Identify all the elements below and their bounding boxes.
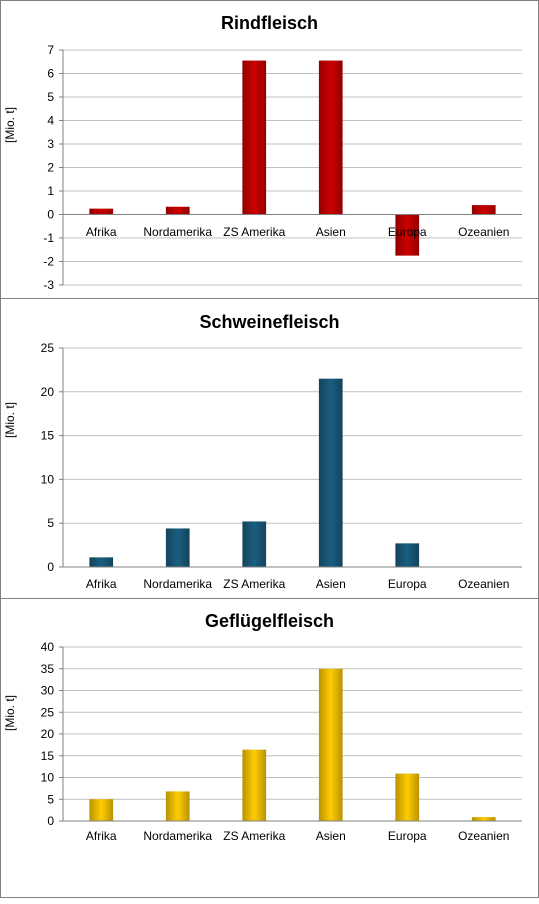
x-category-label: Afrika xyxy=(86,577,117,591)
bar-zs-amerika xyxy=(242,521,267,567)
x-category-label: Asien xyxy=(316,225,346,239)
x-category-label: Nordamerika xyxy=(143,225,212,239)
y-tick-label: 35 xyxy=(41,662,55,676)
bar-zs-amerika xyxy=(242,749,267,821)
y-tick-label: -2 xyxy=(43,255,54,269)
bar-nordamerika xyxy=(165,528,190,567)
bar-nordamerika xyxy=(165,206,190,215)
chart-title: Schweinefleisch xyxy=(199,312,339,332)
chart-panel-border xyxy=(0,0,539,299)
y-tick-label: 15 xyxy=(41,749,55,763)
y-tick-label: 2 xyxy=(47,161,54,175)
y-tick-label: 15 xyxy=(41,429,55,443)
x-category-label: ZS Amerika xyxy=(223,829,285,843)
bar-afrika xyxy=(89,799,114,821)
y-tick-label: 25 xyxy=(41,705,55,719)
y-tick-label: 1 xyxy=(47,184,54,198)
y-tick-label: 3 xyxy=(47,137,54,151)
y-tick-label: 0 xyxy=(47,560,54,574)
bar-europa xyxy=(395,773,420,821)
chart-panel-border xyxy=(0,598,539,898)
bar-afrika xyxy=(89,557,114,567)
x-category-label: ZS Amerika xyxy=(223,225,285,239)
bar-europa xyxy=(395,543,420,567)
y-tick-label: 5 xyxy=(47,90,54,104)
y-tick-label: 20 xyxy=(41,385,55,399)
bar-asien xyxy=(318,60,343,215)
y-tick-label: -3 xyxy=(43,278,54,292)
y-tick-label: 5 xyxy=(47,792,54,806)
y-axis-label: [Mio. t] xyxy=(3,695,17,731)
x-category-label: Asien xyxy=(316,829,346,843)
y-tick-label: 7 xyxy=(47,43,54,57)
bar-ozeanien xyxy=(471,205,496,215)
chart-panel-border xyxy=(0,298,539,599)
y-tick-label: 40 xyxy=(41,640,55,654)
chart-title: Geflügelfleisch xyxy=(205,611,334,631)
bar-zs-amerika xyxy=(242,60,267,215)
x-category-label: ZS Amerika xyxy=(223,577,285,591)
x-category-label: Ozeanien xyxy=(458,225,509,239)
x-category-label: Afrika xyxy=(86,829,117,843)
x-category-label: Europa xyxy=(388,829,427,843)
x-category-label: Nordamerika xyxy=(143,829,212,843)
x-category-label: Ozeanien xyxy=(458,829,509,843)
y-tick-label: 10 xyxy=(41,771,55,785)
y-tick-label: 25 xyxy=(41,341,55,355)
bar-nordamerika xyxy=(165,791,190,821)
bar-europa xyxy=(395,214,420,256)
y-tick-label: 6 xyxy=(47,67,54,81)
bar-asien xyxy=(318,378,343,567)
y-axis-label: [Mio. t] xyxy=(3,402,17,438)
y-tick-label: 0 xyxy=(47,208,54,222)
y-tick-label: 0 xyxy=(47,814,54,828)
y-tick-label: 4 xyxy=(47,114,54,128)
x-category-label: Asien xyxy=(316,577,346,591)
y-tick-label: 20 xyxy=(41,727,55,741)
y-tick-label: -1 xyxy=(43,231,54,245)
x-category-label: Nordamerika xyxy=(143,577,212,591)
chart-title: Rindfleisch xyxy=(221,13,318,33)
x-category-label: Afrika xyxy=(86,225,117,239)
bar-asien xyxy=(318,668,343,821)
bar-afrika xyxy=(89,208,114,215)
y-axis-label: [Mio. t] xyxy=(3,107,17,143)
y-tick-label: 5 xyxy=(47,516,54,530)
bar-ozeanien xyxy=(471,817,496,821)
y-tick-label: 30 xyxy=(41,684,55,698)
x-category-label: Europa xyxy=(388,577,427,591)
x-category-label: Ozeanien xyxy=(458,577,509,591)
x-category-label: Europa xyxy=(388,225,427,239)
y-tick-label: 10 xyxy=(41,472,55,486)
